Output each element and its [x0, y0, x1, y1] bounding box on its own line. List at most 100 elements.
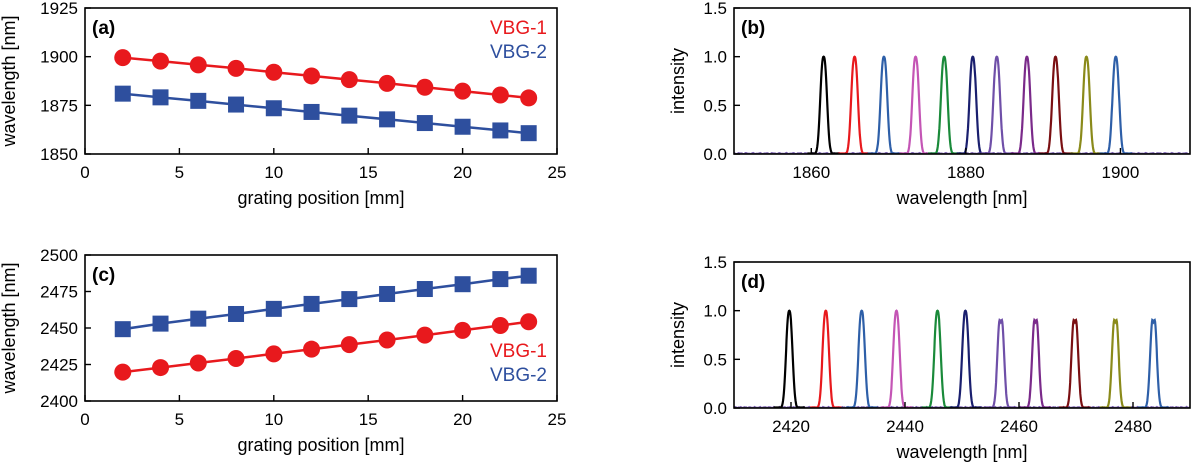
y-tick-label: 2425 — [40, 356, 78, 375]
data-point-vbg-2 — [228, 96, 245, 113]
spectrum-peak-7 — [980, 55, 1013, 154]
data-point-vbg-1 — [227, 350, 245, 368]
y-tick-label: 1875 — [40, 96, 78, 115]
panel-d: 2420 2440 2460 2480 0.0 0.5 1.0 1.5 wavelength [… — [668, 253, 1191, 462]
data-point-vbg-1 — [491, 317, 509, 335]
panel-label: (d) — [741, 272, 765, 293]
data-point-vbg-1 — [491, 86, 509, 104]
x-tick-label: 5 — [175, 410, 184, 429]
y-tick-label: 1925 — [40, 0, 78, 18]
data-point-vbg-2 — [416, 115, 433, 132]
data-point-vbg-2 — [152, 89, 169, 106]
legend-entry-vbg-2: VBG-2 — [490, 42, 547, 63]
axes-frame-d — [733, 261, 1191, 409]
x-tick-label: 25 — [548, 163, 567, 182]
y-tick-label: 1.5 — [703, 253, 727, 272]
y-tick-label: 0.5 — [703, 350, 727, 369]
spectrum-peak-8 — [1019, 317, 1052, 408]
panel-label: (b) — [741, 18, 765, 39]
panel-label: (a) — [92, 18, 115, 39]
data-point-vbg-2 — [265, 300, 282, 317]
data-point-vbg-1 — [303, 340, 321, 358]
data-point-vbg-2 — [303, 103, 320, 120]
x-tick-label: 5 — [175, 163, 184, 182]
x-axis-label: grating position [mm] — [237, 435, 404, 455]
x-tick-label: 1900 — [1102, 163, 1140, 182]
data-point-vbg-2 — [303, 295, 320, 312]
spectrum-peak-4 — [880, 309, 913, 408]
y-tick-label: 1900 — [40, 48, 78, 67]
spectrum-peak-6 — [956, 55, 990, 154]
x-tick-label: 10 — [264, 163, 283, 182]
x-tick-label: 20 — [453, 410, 472, 429]
data-point-vbg-2 — [265, 100, 282, 117]
spectrum-peak-2 — [838, 55, 871, 154]
data-point-vbg-1 — [416, 78, 434, 96]
data-point-vbg-1 — [520, 313, 538, 331]
data-point-vbg-2 — [152, 315, 169, 332]
data-point-vbg-2 — [341, 291, 358, 308]
x-tick-label: 1860 — [792, 163, 830, 182]
spectrum-peak-11 — [1137, 318, 1170, 408]
data-point-vbg-1 — [378, 331, 396, 349]
data-point-vbg-1 — [416, 326, 434, 344]
spectrum-peak-8 — [1010, 55, 1044, 154]
panel-a: 0 5 10 15 20 25 1850 1875 1900 1925 grating positi… — [0, 0, 566, 208]
y-tick-label: 2500 — [40, 246, 78, 265]
data-point-vbg-1 — [227, 59, 245, 77]
data-point-vbg-2 — [454, 118, 471, 135]
x-axis-label: grating position [mm] — [237, 188, 404, 208]
y-axis-label: wavelength [nm] — [0, 15, 19, 147]
data-point-vbg-2 — [341, 107, 358, 124]
spectrum-peak-9 — [1039, 55, 1072, 154]
spectrum-peak-2 — [810, 309, 842, 408]
data-point-vbg-1 — [303, 67, 321, 85]
x-tick-label: 2420 — [772, 417, 810, 436]
spectrum-peak-3 — [846, 309, 878, 408]
legend-entry-vbg-1: VBG-1 — [490, 18, 547, 39]
y-tick-label: 1.0 — [703, 302, 727, 321]
x-tick-label: 2480 — [1114, 417, 1152, 436]
plot-area-d — [734, 309, 1190, 408]
x-tick-label: 10 — [264, 410, 283, 429]
plot-area-c — [114, 267, 538, 381]
spectrum-peak-5 — [921, 309, 954, 408]
x-tick-label: 25 — [548, 410, 567, 429]
x-axis-label: wavelength [nm] — [895, 442, 1027, 462]
y-axis-label: intensity — [668, 302, 688, 368]
data-point-vbg-1 — [340, 336, 358, 354]
x-tick-label: 2460 — [1000, 417, 1038, 436]
legend-entry-vbg-1: VBG-1 — [490, 341, 547, 362]
data-point-vbg-2 — [379, 111, 396, 128]
x-tick-label: 0 — [80, 163, 89, 182]
data-point-vbg-2 — [520, 125, 537, 142]
data-point-vbg-1 — [520, 89, 538, 107]
spectrum-peak-5 — [928, 55, 961, 154]
data-point-vbg-1 — [189, 56, 207, 74]
y-axis-label: wavelength [nm] — [0, 262, 19, 394]
y-tick-label: 2475 — [40, 283, 78, 302]
y-tick-label: 0.5 — [703, 96, 727, 115]
spectrum-peak-1 — [807, 55, 840, 154]
data-point-vbg-1 — [152, 359, 170, 377]
x-tick-label: 20 — [453, 163, 472, 182]
spectrum-peak-6 — [949, 309, 982, 408]
data-point-vbg-2 — [114, 321, 131, 338]
plot-area-a — [114, 49, 538, 142]
axes-frame-a — [84, 7, 558, 155]
x-tick-label: 15 — [359, 410, 378, 429]
x-tick-label: 15 — [359, 163, 378, 182]
axes-frame-b — [733, 7, 1191, 155]
spectrum-peak-10 — [1099, 317, 1131, 408]
legend-entry-vbg-2: VBG-2 — [490, 365, 547, 386]
plot-area-b — [734, 55, 1190, 154]
data-point-vbg-2 — [492, 122, 509, 139]
data-point-vbg-2 — [492, 271, 509, 288]
data-point-vbg-1 — [454, 82, 472, 100]
data-point-vbg-1 — [378, 74, 396, 92]
x-tick-label: 2440 — [886, 417, 924, 436]
y-tick-label: 1850 — [40, 145, 78, 164]
spectrum-peak-11 — [1099, 55, 1132, 154]
panel-c: 0 5 10 15 20 25 2400 2425 2450 2475 2500 grating po… — [0, 246, 566, 455]
